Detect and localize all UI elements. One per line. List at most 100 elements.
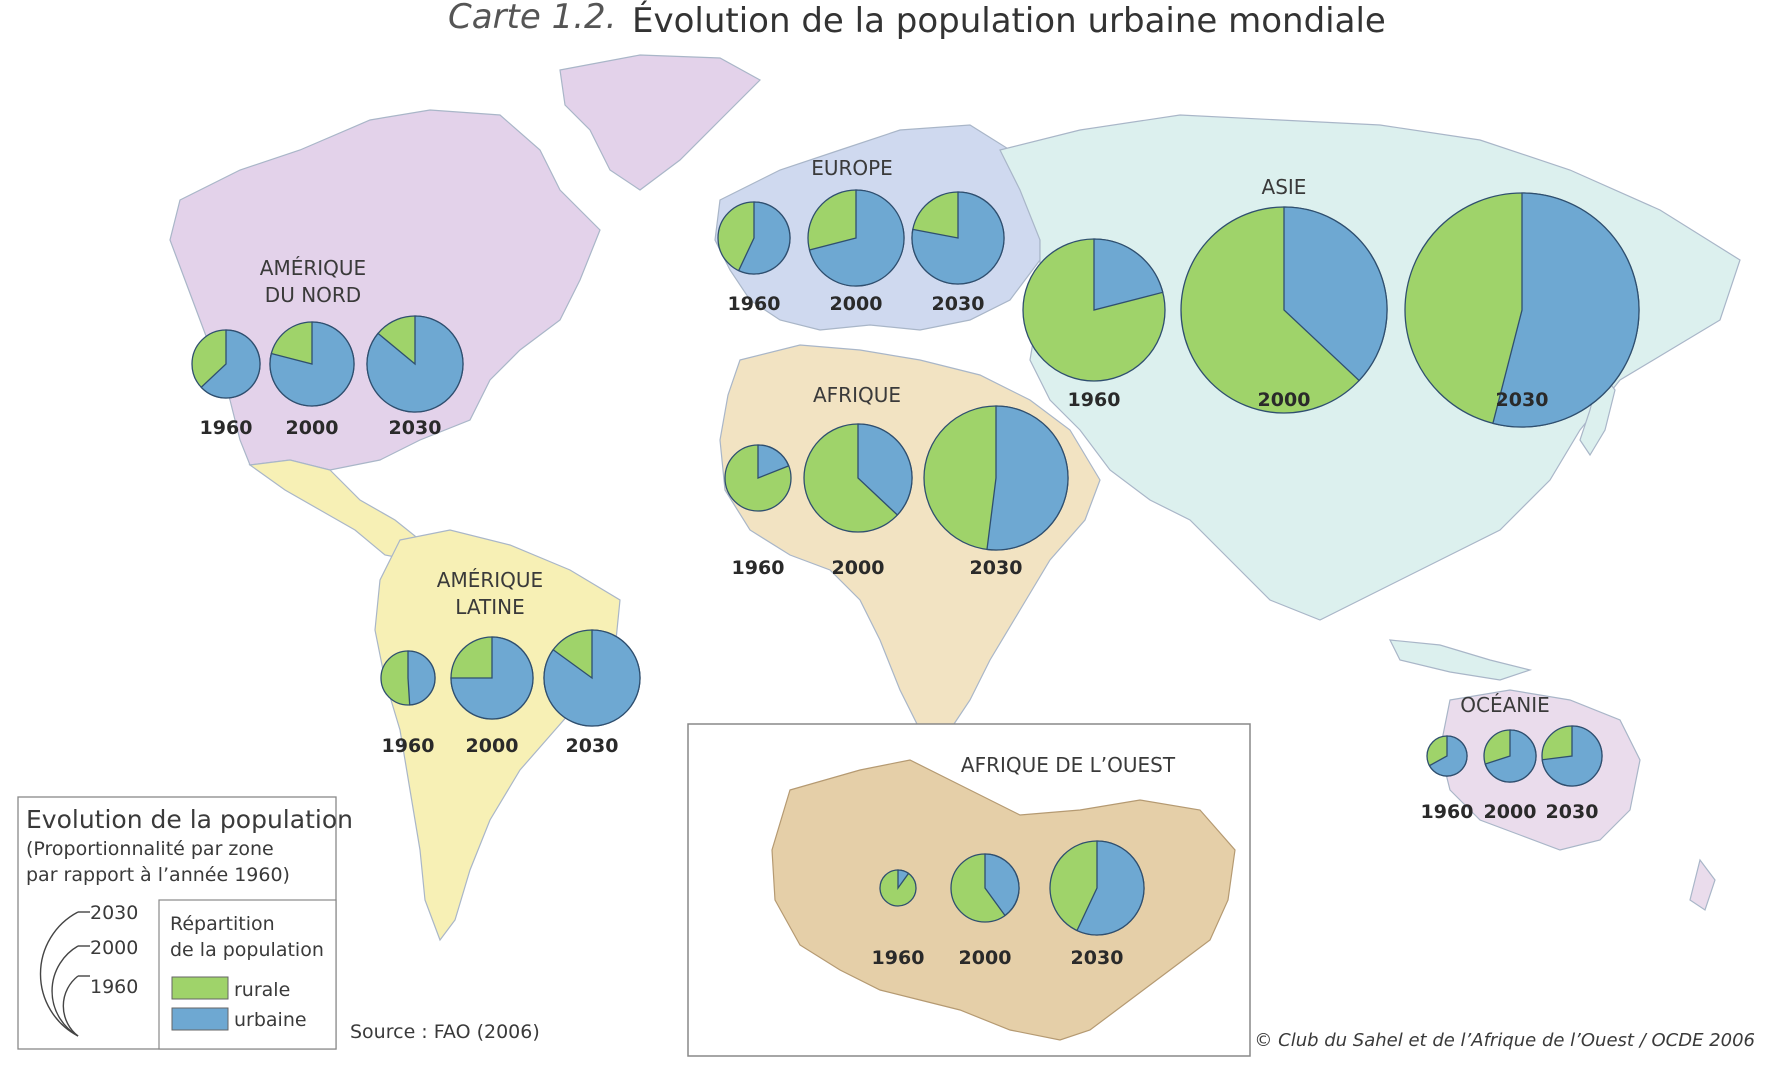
pie-urban-share: [1283, 206, 1388, 382]
pie-urban-share: [1076, 840, 1145, 936]
title-main: Évolution de la population urbaine mondi…: [632, 0, 1386, 41]
legend-size-2000: 2000: [90, 937, 138, 959]
pie-year-label: 2000: [466, 735, 519, 757]
pie-afrique-de-l-ouest-2030: 2030: [1049, 840, 1145, 969]
pie-urban-share: [737, 201, 791, 275]
pie-europe-1960: 1960: [717, 201, 791, 315]
pie-urban-share: [986, 405, 1069, 551]
pie-amerique-latine-1960: 1960: [380, 650, 436, 757]
pie-year-label: 2030: [1071, 947, 1124, 969]
pie-urban-share: [1492, 192, 1640, 428]
legend-arc-2000: [51, 945, 79, 1037]
pie-asie-1960: 1960: [1022, 238, 1166, 411]
legend-size-symbols: [39, 911, 90, 1037]
pie-urban-share: [366, 315, 464, 413]
pie-year-label: 1960: [200, 417, 253, 439]
region-label-na-2: DU NORD: [265, 283, 361, 307]
pie-amerique-du-nord-1960: 1960: [191, 329, 261, 439]
pie-afrique-de-l-ouest-2000: 2000: [950, 853, 1020, 969]
pie-asie-2030: 2030: [1404, 192, 1640, 428]
pie-asie-2000: 2000: [1180, 206, 1388, 414]
legend-swatch-urban: [171, 1007, 229, 1031]
region-label-west-africa: AFRIQUE DE L’OUEST: [961, 753, 1176, 777]
legend-size-1960: 1960: [90, 976, 138, 998]
pie-year-label: 1960: [872, 947, 925, 969]
pie-urban-share: [407, 650, 436, 706]
region-label-oceania: OCÉANIE: [1460, 693, 1550, 717]
pie-amerique-latine-2000: 2000: [450, 636, 534, 757]
pie-urban-share: [984, 853, 1020, 917]
pie-year-label: 2030: [389, 417, 442, 439]
source-note: Source : FAO (2006): [350, 1021, 540, 1043]
region-label-la-1: AMÉRIQUE: [437, 568, 543, 592]
legend: Evolution de la population (Proportionna…: [17, 796, 353, 1050]
pie-urban-share: [200, 329, 261, 399]
indonesia-shape: [1388, 639, 1533, 681]
pie-afrique-de-l-ouest-1960: 1960: [872, 869, 925, 969]
region-label-europe: EUROPE: [811, 156, 893, 180]
new-zealand-shape: [1689, 858, 1716, 911]
pie-afrique-2000: 2000: [803, 423, 913, 579]
pie-urban-share: [757, 444, 790, 479]
region-label-asia: ASIE: [1262, 175, 1307, 199]
pie-year-label: 1960: [1421, 801, 1474, 823]
pie-urban-share: [1541, 725, 1603, 787]
pie-urban-share: [1484, 729, 1537, 783]
pie-urban-share: [543, 629, 641, 727]
pie-urban-share: [808, 189, 905, 287]
pie-oceanie-2000: 2000: [1483, 729, 1537, 823]
legend-title: Evolution de la population: [26, 805, 353, 834]
legend-arc-2030: [39, 911, 79, 1037]
pie-urban-share: [450, 636, 534, 720]
greenland-shape: [559, 54, 761, 191]
pie-urban-share: [1428, 735, 1468, 777]
legend-subtitle-2: par rapport à l’année 1960): [26, 864, 290, 886]
pie-afrique-2030: 2030: [923, 405, 1069, 579]
pie-year-label: 1960: [728, 293, 781, 315]
pie-urban-share: [269, 321, 355, 407]
legend-arc-1960: [62, 975, 79, 1037]
pie-year-label: 2030: [1496, 389, 1549, 411]
legend-distribution-title-1: Répartition: [170, 913, 275, 935]
oceania-shape: [1439, 689, 1641, 851]
pie-amerique-du-nord-2000: 2000: [269, 321, 355, 439]
region-labels: AMÉRIQUE DU NORD AMÉRIQUE LATINE EUROPE …: [260, 156, 1550, 777]
legend-size-2030: 2030: [90, 902, 138, 924]
region-label-na-1: AMÉRIQUE: [260, 256, 366, 280]
legend-subtitle-1: (Proportionnalité par zone: [26, 838, 274, 860]
central-america-shape: [248, 459, 421, 561]
map-title: Carte 1.2. Évolution de la population ur…: [448, 0, 1386, 41]
pie-urban-share: [897, 869, 910, 891]
pie-afrique-1960: 1960: [724, 444, 792, 579]
legend-label-rural: rurale: [234, 979, 290, 1001]
pie-urban-share: [857, 423, 913, 516]
region-label-la-2: LATINE: [455, 595, 524, 619]
pie-year-label: 2000: [832, 557, 885, 579]
pie-year-label: 2030: [1546, 801, 1599, 823]
pie-oceanie-1960: 1960: [1421, 735, 1474, 823]
pie-year-label: 2000: [830, 293, 883, 315]
pie-amerique-du-nord-2030: 2030: [366, 315, 464, 439]
pie-urban-share: [911, 191, 1005, 285]
pie-europe-2030: 2030: [911, 191, 1005, 315]
pie-year-label: 1960: [1068, 389, 1121, 411]
pie-year-label: 2000: [1484, 801, 1537, 823]
africa-shape: [719, 344, 1101, 731]
pie-year-label: 2030: [932, 293, 985, 315]
pie-amerique-latine-2030: 2030: [543, 629, 641, 757]
pie-charts: 1960 2000 2030 1960 2000 2030 1960 2000 2030 1960…: [191, 189, 1640, 969]
legend-distribution-title-2: de la population: [170, 939, 324, 961]
pie-year-label: 2000: [959, 947, 1012, 969]
legend-label-urban: urbaine: [234, 1009, 307, 1031]
legend-swatch-rural: [171, 976, 229, 1000]
pie-urban-share: [1093, 238, 1164, 311]
pie-year-label: 2030: [970, 557, 1023, 579]
pie-year-label: 1960: [382, 735, 435, 757]
title-prefix: Carte 1.2.: [448, 0, 617, 37]
pie-year-label: 2030: [566, 735, 619, 757]
pie-oceanie-2030: 2030: [1541, 725, 1603, 823]
pie-year-label: 2000: [1258, 389, 1311, 411]
pie-year-label: 1960: [732, 557, 785, 579]
copyright-note: © Club du Sahel et de l’Afrique de l’Oue…: [1254, 1030, 1755, 1051]
